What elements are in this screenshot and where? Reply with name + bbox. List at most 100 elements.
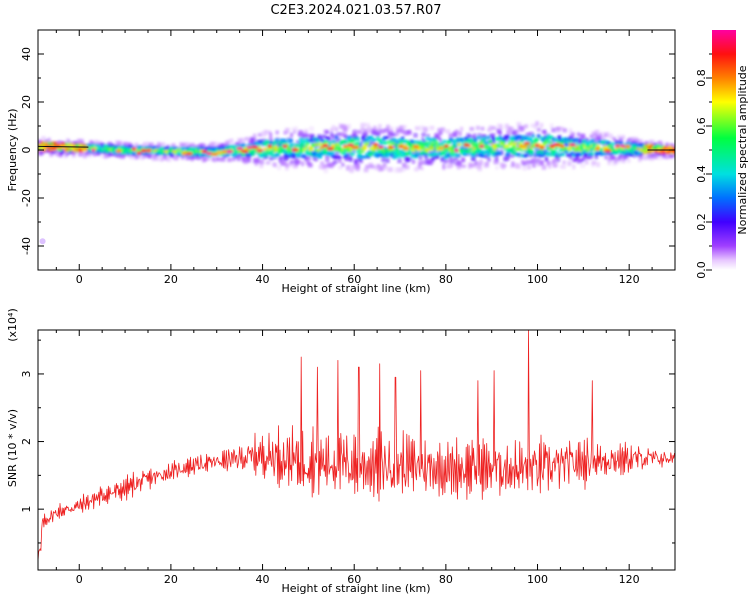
spectrogram-cell <box>333 155 339 159</box>
spectrogram-cell <box>575 138 579 142</box>
spectrogram-cell <box>639 139 643 144</box>
spectrogram-cell <box>405 164 410 170</box>
spectrogram-cell <box>527 147 533 152</box>
spectrogram-cell <box>498 124 503 130</box>
spectrogram-cell <box>347 137 352 141</box>
spectrogram-cell <box>224 151 229 155</box>
snr-panel: 0 20 40 60 80 100 120 1 2 3 Height of straight l… <box>6 308 676 595</box>
spectrogram-cell <box>516 152 521 156</box>
spectrogram-cell <box>673 147 675 151</box>
spectrogram-cell <box>510 135 516 139</box>
spectrogram-cell <box>644 155 650 161</box>
spectrogram-cell <box>268 151 274 155</box>
spectrogram-cell <box>161 142 166 148</box>
spectrogram-cell <box>509 154 515 158</box>
spectrogram-cell <box>175 155 180 160</box>
spectrogram-cell <box>267 144 273 148</box>
spectrogram-cell <box>490 133 496 137</box>
spectrogram-cell <box>65 150 70 157</box>
spectrogram-cell <box>310 140 315 145</box>
spectrogram-cell <box>98 145 102 149</box>
spectrogram-cell <box>565 140 570 144</box>
spectrogram-y-tick-label: 0 <box>20 147 33 154</box>
spectrogram-cell <box>118 148 123 152</box>
spectrogram-cell <box>440 127 446 132</box>
spectrogram-cell <box>40 141 44 145</box>
spectrogram-cell <box>558 138 564 142</box>
spectrogram-cell <box>301 139 307 143</box>
spectrogram-cell <box>511 161 515 167</box>
spectrogram-cell <box>347 149 352 153</box>
spectrogram-cell <box>459 126 464 131</box>
spectrogram-cell <box>205 147 211 151</box>
spectrogram-cell <box>155 156 161 162</box>
spectrogram-cell <box>289 159 295 165</box>
spectrogram-cell <box>534 143 540 147</box>
spectrogram-cell <box>486 135 491 140</box>
spectrogram-cell <box>535 153 541 157</box>
snr-x-tick-label: 100 <box>527 573 548 586</box>
spectrogram-cell <box>289 138 293 142</box>
spectrogram-cell <box>241 151 245 155</box>
spectrogram-cell <box>435 133 441 139</box>
spectrogram-cell <box>505 153 509 157</box>
spectrogram-cell <box>131 155 136 160</box>
spectrogram-cell <box>374 151 379 155</box>
spectrogram-cell <box>39 146 44 150</box>
spectrogram-cell <box>217 157 223 162</box>
spectrogram-cell <box>457 143 462 147</box>
spectrogram-cell <box>318 142 323 146</box>
spectrogram-cell <box>532 141 538 145</box>
spectrogram-cell <box>211 141 217 147</box>
spectrogram-cell <box>79 144 84 148</box>
spectrogram-cell <box>515 163 522 169</box>
spectrogram-cell <box>387 167 393 172</box>
spectrogram-cell <box>366 155 371 159</box>
spectrogram-cell <box>380 142 384 146</box>
spectrogram-cell <box>436 147 441 152</box>
spectrogram-cell <box>522 166 527 171</box>
spectrogram-cell <box>157 152 161 156</box>
spectrogram-cell <box>513 141 518 146</box>
spectrogram-cell <box>492 147 497 151</box>
spectrogram-cell <box>422 142 427 146</box>
spectrogram-cell <box>256 149 264 153</box>
spectrogram-cell <box>650 139 656 146</box>
spectrogram-cell <box>574 148 579 152</box>
spectrogram-cell <box>285 145 291 149</box>
spectrogram-cell <box>400 129 405 134</box>
spectrogram-cell <box>451 144 457 148</box>
spectrogram-cell <box>673 151 675 155</box>
spectrogram-cell <box>270 147 275 153</box>
spectrogram-cell <box>274 145 278 149</box>
spectrogram-cell <box>371 138 377 142</box>
spectrogram-cell <box>323 167 329 174</box>
spectrogram-cell <box>413 132 418 138</box>
spectrogram-cell <box>131 147 136 151</box>
spectrogram-cell <box>594 129 600 134</box>
spectrogram-cell <box>283 153 289 158</box>
spectrogram-cell <box>74 144 79 148</box>
spectrogram-cell <box>389 139 395 143</box>
spectrogram-cell <box>559 144 565 148</box>
spectrogram-cell <box>62 142 67 147</box>
spectrogram-cell <box>94 139 99 145</box>
spectrogram-cell <box>491 141 497 145</box>
spectrogram-cell <box>624 150 630 154</box>
spectrogram-cell <box>345 156 352 161</box>
spectrogram-cell <box>459 146 464 151</box>
spectrogram-cell <box>190 142 195 147</box>
spectrogram-cell <box>389 126 394 132</box>
spectrogram-cell <box>235 142 240 147</box>
spectrogram-cell <box>352 129 357 135</box>
spectrogram-cell <box>553 138 558 142</box>
spectrogram-cell <box>282 144 288 148</box>
spectrogram-cell <box>426 149 431 154</box>
spectrogram-cell <box>461 149 466 153</box>
spectrogram-cell <box>495 146 499 152</box>
spectrogram-cell <box>91 148 96 152</box>
spectrogram-cell <box>626 158 631 163</box>
spectrogram-cell <box>525 132 531 138</box>
spectrogram-cell <box>134 142 139 149</box>
